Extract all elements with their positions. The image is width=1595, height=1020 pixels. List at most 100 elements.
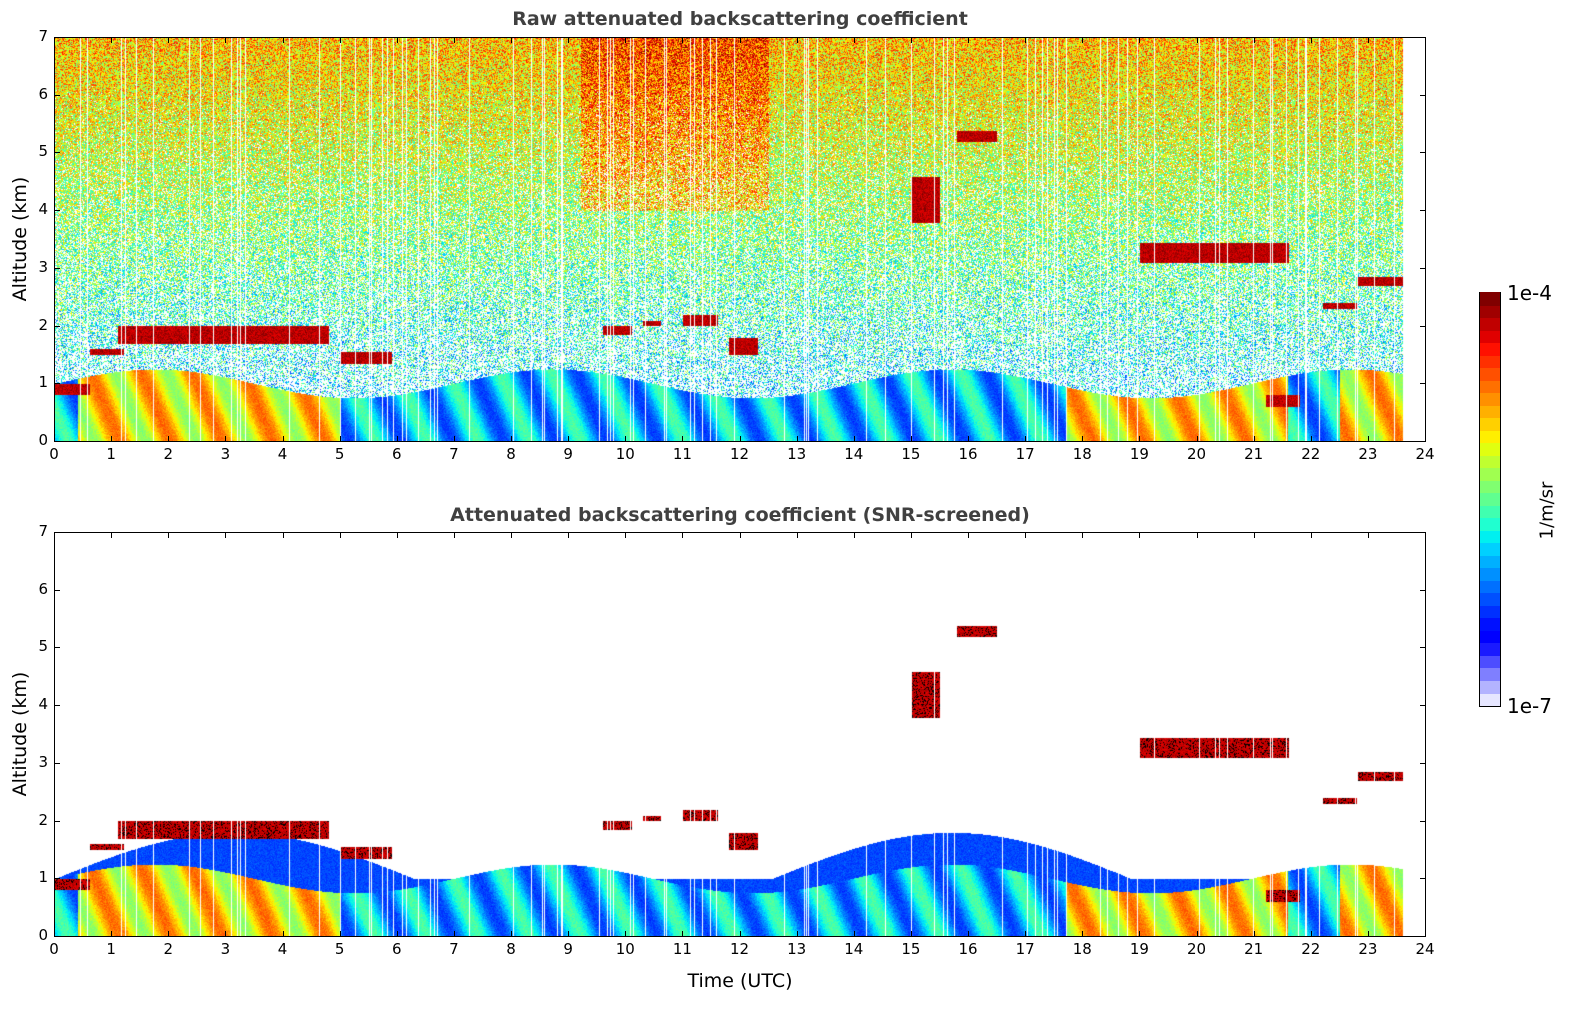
- y-tick-label: 1: [38, 373, 48, 392]
- x-tick-label: 13: [787, 445, 807, 463]
- colorbar-segment: [1480, 642, 1500, 656]
- y-tick-label: 4: [38, 200, 48, 219]
- colorbar-segment: [1480, 605, 1500, 619]
- x-tick-mark: [511, 37, 512, 43]
- x-tick-label: 17: [1015, 445, 1035, 463]
- x-tick-mark: [739, 436, 741, 442]
- x-tick-label: 15: [901, 445, 921, 463]
- x-tick-mark: [1139, 436, 1141, 442]
- colorbar-segment: [1480, 617, 1500, 631]
- x-tick-mark: [396, 37, 398, 43]
- x-tick-mark: [1253, 37, 1255, 43]
- colorbar-segment: [1480, 367, 1500, 381]
- x-tick-label: 13: [787, 940, 807, 958]
- x-tick-label: 4: [277, 940, 288, 958]
- x-tick-mark: [568, 931, 570, 937]
- x-tick-label: 12: [729, 940, 750, 958]
- x-tick-mark: [739, 532, 741, 538]
- colorbar-max-label: 1e-4: [1507, 281, 1552, 305]
- colorbar-segment: [1480, 429, 1500, 444]
- colorbar-segment: [1480, 467, 1500, 481]
- x-tick-mark: [625, 532, 627, 538]
- x-tick-mark: [1082, 37, 1084, 43]
- colorbar-segment: [1480, 479, 1500, 494]
- y-tick-mark: [54, 383, 60, 385]
- x-tick-label: 0: [49, 940, 59, 958]
- bottom-y-axis-label: Altitude (km): [9, 671, 31, 797]
- x-tick-mark: [339, 436, 341, 442]
- colorbar-segment: [1480, 680, 1500, 694]
- colorbar-segment: [1480, 379, 1500, 394]
- y-tick-label: 7: [38, 27, 48, 45]
- x-tick-mark: [910, 532, 912, 538]
- x-tick-label: 8: [506, 940, 516, 958]
- x-tick-mark: [339, 37, 341, 43]
- x-tick-label: 23: [1358, 445, 1378, 463]
- x-tick-mark: [453, 532, 455, 538]
- y-tick-label: 6: [38, 579, 48, 598]
- x-tick-label: 7: [449, 940, 459, 958]
- x-tick-label: 17: [1015, 940, 1035, 958]
- x-tick-mark: [339, 532, 341, 538]
- x-tick-label: 20: [1186, 445, 1207, 463]
- colorbar-segment: [1480, 417, 1500, 431]
- x-tick-mark: [168, 532, 170, 538]
- x-tick-label: 16: [958, 445, 978, 463]
- x-tick-label: 19: [1129, 445, 1149, 463]
- x-tick-mark: [796, 532, 798, 538]
- x-tick-mark: [739, 931, 741, 937]
- x-tick-mark: [1139, 532, 1141, 538]
- colorbar-segment: [1480, 580, 1500, 594]
- x-tick-label: 18: [1072, 445, 1092, 463]
- colorbar-segment: [1480, 542, 1500, 556]
- x-tick-label: 5: [334, 445, 345, 463]
- y-tick-label: 0: [38, 926, 48, 944]
- x-tick-mark: [282, 931, 284, 937]
- x-tick-label: 16: [958, 940, 978, 958]
- x-tick-mark: [1425, 436, 1426, 442]
- top-y-axis-label: Altitude (km): [9, 176, 31, 302]
- x-tick-label: 18: [1072, 940, 1092, 958]
- x-tick-label: 22: [1301, 940, 1321, 958]
- colorbar-segment: [1480, 392, 1500, 406]
- x-tick-mark: [282, 37, 284, 43]
- x-tick-mark: [339, 931, 341, 937]
- y-tick-mark: [1420, 532, 1426, 533]
- x-tick-mark: [1025, 532, 1027, 538]
- x-tick-mark: [568, 436, 570, 442]
- colorbar-segment: [1480, 492, 1500, 506]
- y-tick-mark: [1420, 152, 1426, 154]
- x-tick-label: 19: [1129, 940, 1149, 958]
- y-tick-mark: [1420, 878, 1426, 880]
- x-tick-mark: [1310, 37, 1312, 43]
- colorbar-segment: [1480, 342, 1500, 356]
- y-tick-mark: [54, 267, 60, 269]
- x-tick-label: 6: [391, 940, 402, 958]
- x-tick-mark: [1196, 436, 1198, 442]
- x-tick-mark: [225, 37, 227, 43]
- colorbar-segment: [1480, 630, 1500, 644]
- y-tick-mark: [1420, 210, 1426, 212]
- x-tick-mark: [1367, 931, 1369, 937]
- y-tick-mark: [1420, 705, 1426, 707]
- x-tick-mark: [625, 436, 627, 442]
- top-plot-title: Raw attenuated backscattering coefficien…: [512, 8, 968, 30]
- x-tick-label: 1: [106, 445, 116, 463]
- x-tick-mark: [511, 931, 512, 937]
- colorbar-segment: [1480, 292, 1500, 306]
- y-tick-mark: [1420, 936, 1426, 937]
- x-tick-mark: [1025, 37, 1027, 43]
- x-tick-mark: [1082, 436, 1084, 442]
- y-tick-label: 3: [38, 752, 48, 771]
- x-tick-label: 14: [844, 445, 864, 463]
- x-tick-mark: [168, 436, 170, 442]
- colorbar-segment: [1480, 442, 1500, 456]
- x-tick-mark: [453, 931, 455, 937]
- x-tick-mark: [1082, 931, 1084, 937]
- colorbar-segment: [1480, 567, 1500, 581]
- x-tick-label: 14: [844, 940, 864, 958]
- colorbar-segment: [1480, 329, 1500, 344]
- x-tick-label: 2: [163, 445, 174, 463]
- x-tick-mark: [1082, 532, 1084, 538]
- y-tick-mark: [54, 94, 60, 96]
